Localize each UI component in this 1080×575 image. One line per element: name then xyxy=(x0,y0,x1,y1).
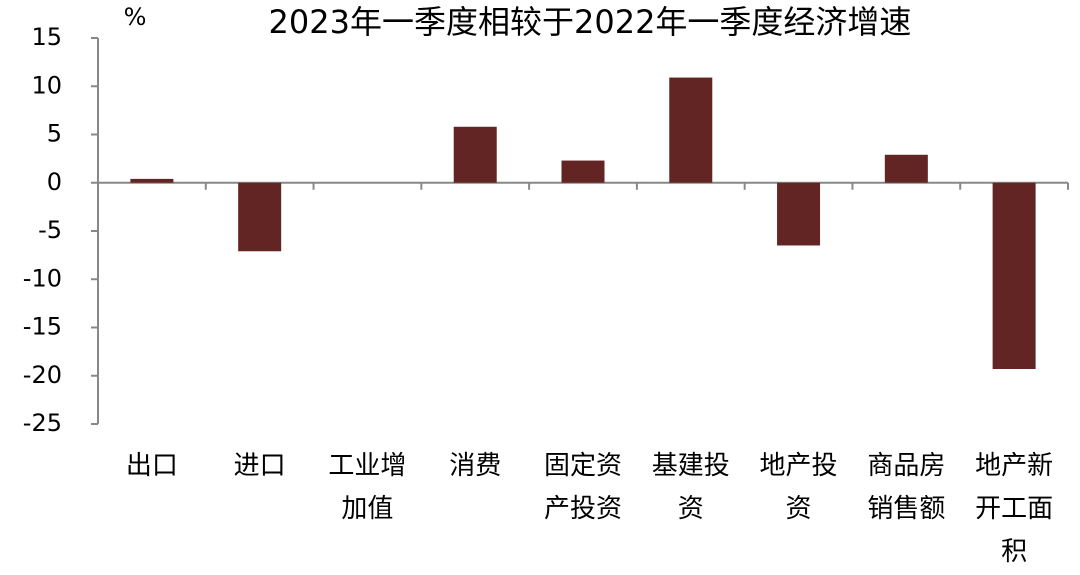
bar xyxy=(669,77,713,183)
y-tick-label: 5 xyxy=(47,120,62,148)
y-tick-label: -10 xyxy=(23,264,62,292)
x-tick-label: 地产新开工面积 xyxy=(975,451,1053,567)
y-tick-label: 15 xyxy=(31,23,62,51)
bar xyxy=(884,154,928,183)
y-unit: % xyxy=(124,3,147,31)
bar xyxy=(777,182,821,246)
y-tick-label: 0 xyxy=(47,168,62,196)
x-tick-label: 地产投资 xyxy=(760,451,838,524)
y-tick-label: -20 xyxy=(23,361,62,389)
y-tick-label: -5 xyxy=(38,216,62,244)
chart-title: 2023年一季度相较于2022年一季度经济增速 xyxy=(269,3,912,41)
bar xyxy=(992,182,1036,369)
x-tick-label: 工业增加值 xyxy=(328,451,406,524)
y-tick-label: -15 xyxy=(23,313,62,341)
bar xyxy=(561,160,605,183)
bar xyxy=(238,182,282,252)
bar xyxy=(130,178,174,183)
x-tick-label: 商品房销售额 xyxy=(867,451,945,524)
x-tick-label: 固定资产投资 xyxy=(544,451,622,524)
y-tick-label: -25 xyxy=(23,409,62,437)
x-tick-label: 基建投资 xyxy=(652,451,730,524)
x-tick-label: 消费 xyxy=(449,451,501,481)
bar xyxy=(453,126,497,183)
x-tick-label: 出口 xyxy=(126,451,178,481)
y-tick-label: 10 xyxy=(31,71,62,99)
x-tick-label: 进口 xyxy=(234,451,286,481)
